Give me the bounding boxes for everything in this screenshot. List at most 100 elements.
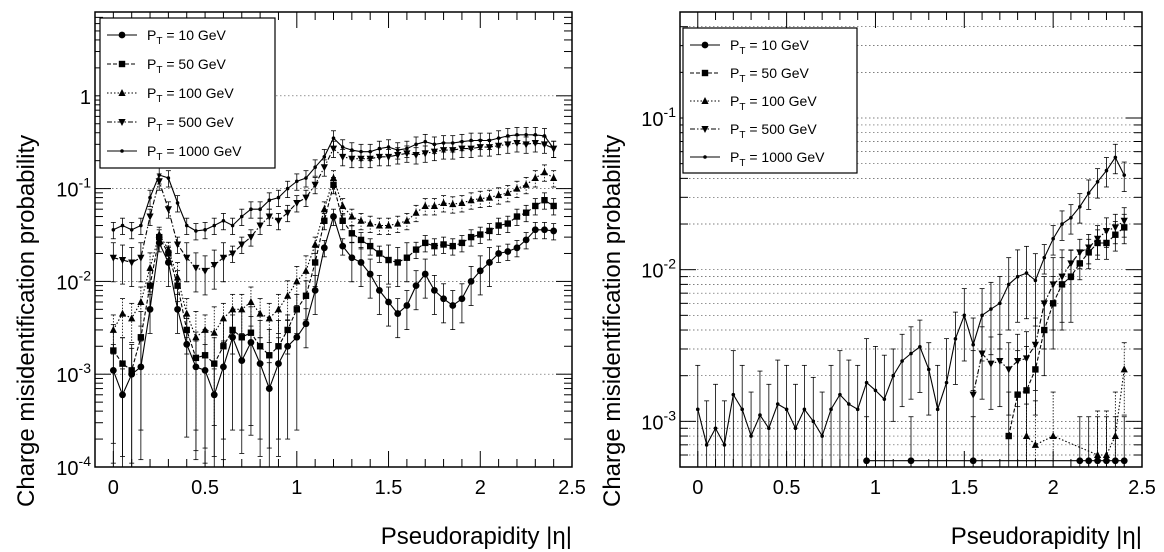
data-point bbox=[847, 402, 851, 406]
data-point bbox=[513, 184, 521, 192]
data-point bbox=[403, 254, 411, 261]
y-tick-label: 10-1 bbox=[56, 175, 91, 202]
error-bar bbox=[1024, 331, 1029, 405]
error-bar bbox=[156, 226, 162, 244]
error-bar bbox=[294, 266, 300, 306]
series-line bbox=[697, 156, 1125, 447]
data-point bbox=[431, 286, 438, 294]
data-point bbox=[412, 152, 420, 160]
data-point bbox=[313, 165, 317, 170]
error-bar bbox=[404, 213, 410, 231]
error-bar bbox=[386, 244, 392, 285]
data-point bbox=[284, 326, 291, 334]
data-point bbox=[155, 230, 163, 238]
legend-marker bbox=[701, 97, 709, 104]
data-point bbox=[330, 213, 337, 220]
data-point bbox=[1076, 457, 1084, 465]
data-point bbox=[421, 150, 429, 158]
series-1 bbox=[863, 416, 1128, 467]
data-point bbox=[339, 217, 346, 224]
data-point bbox=[201, 267, 209, 275]
legend-item: PT = 500 GeV bbox=[107, 114, 234, 134]
x-tick-label: 0.5 bbox=[773, 477, 801, 499]
data-point bbox=[1085, 457, 1093, 465]
data-point bbox=[230, 223, 235, 228]
data-point bbox=[430, 201, 439, 209]
error-bar bbox=[340, 198, 346, 216]
data-point bbox=[513, 244, 521, 252]
data-point bbox=[802, 407, 807, 412]
error-bar bbox=[872, 345, 878, 467]
data-point bbox=[1095, 179, 1100, 184]
data-point bbox=[1005, 366, 1013, 374]
error-bar bbox=[1050, 391, 1056, 467]
series-1 bbox=[109, 208, 558, 467]
data-point bbox=[533, 133, 538, 137]
data-point bbox=[348, 230, 356, 237]
data-point bbox=[935, 407, 940, 412]
data-point bbox=[969, 391, 977, 399]
data-point bbox=[998, 301, 1002, 306]
error-bar bbox=[477, 255, 483, 296]
legend-label: PT = 10 GeV bbox=[147, 27, 227, 47]
data-point bbox=[551, 146, 556, 151]
data-point bbox=[1111, 224, 1119, 232]
data-point bbox=[522, 180, 530, 188]
error-bar bbox=[395, 215, 401, 233]
data-point bbox=[111, 227, 116, 232]
series-line bbox=[1008, 226, 1125, 437]
data-point bbox=[120, 223, 125, 228]
error-bar bbox=[441, 283, 447, 324]
error-bar bbox=[220, 302, 226, 343]
error-bar bbox=[147, 252, 153, 293]
series-line bbox=[1026, 369, 1125, 456]
error-bar bbox=[349, 242, 355, 283]
error-bar bbox=[970, 317, 976, 391]
data-point bbox=[1120, 457, 1128, 465]
data-point bbox=[375, 286, 383, 294]
data-point bbox=[194, 229, 198, 233]
data-point bbox=[129, 227, 134, 232]
data-point bbox=[331, 136, 336, 140]
error-bar bbox=[239, 311, 245, 431]
error-bar bbox=[257, 298, 263, 339]
error-bar bbox=[450, 290, 456, 330]
error-bar bbox=[1015, 249, 1021, 323]
y-axis-label: Charge misidentification probability bbox=[13, 135, 40, 507]
data-point bbox=[339, 201, 347, 209]
data-point bbox=[758, 413, 762, 417]
data-point bbox=[293, 199, 301, 207]
error-bar bbox=[450, 196, 456, 214]
legend-marker bbox=[120, 149, 124, 153]
data-point bbox=[522, 209, 530, 216]
data-point bbox=[907, 457, 915, 465]
data-point bbox=[421, 201, 429, 209]
error-bar bbox=[175, 262, 181, 303]
data-point bbox=[431, 242, 438, 250]
data-point bbox=[384, 221, 393, 229]
data-point bbox=[476, 194, 484, 202]
legend-label: PT = 50 GeV bbox=[147, 56, 227, 76]
series-3 bbox=[109, 164, 558, 431]
data-point bbox=[505, 134, 510, 138]
error-bar bbox=[846, 359, 852, 467]
data-point bbox=[211, 360, 218, 367]
error-bar bbox=[202, 255, 208, 296]
data-point bbox=[1111, 432, 1119, 440]
data-point bbox=[541, 196, 548, 204]
data-point bbox=[109, 254, 117, 262]
data-point bbox=[987, 360, 995, 368]
data-point bbox=[350, 148, 354, 152]
data-point bbox=[1022, 355, 1031, 363]
data-point bbox=[412, 208, 420, 216]
error-bar bbox=[367, 215, 373, 233]
data-point bbox=[109, 325, 117, 333]
error-bar bbox=[422, 198, 428, 216]
data-point bbox=[695, 407, 700, 412]
error-bar bbox=[757, 370, 763, 467]
error-bar bbox=[138, 311, 144, 431]
error-bar bbox=[422, 258, 428, 299]
data-point bbox=[740, 407, 744, 412]
data-point bbox=[1060, 222, 1064, 226]
